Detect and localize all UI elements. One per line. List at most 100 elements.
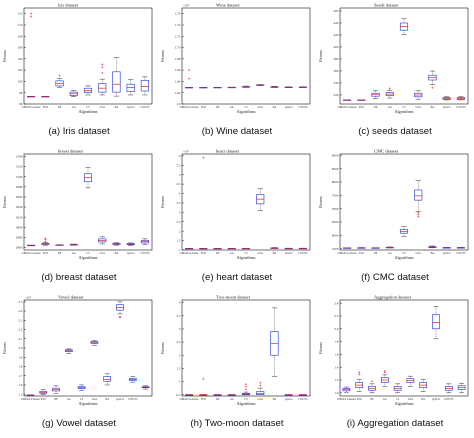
plot-frame [339, 299, 469, 397]
x-tick-label: CWOTS [298, 398, 308, 401]
plot-frame [339, 153, 469, 251]
box-9 [140, 238, 149, 245]
x-tick-label: BA [273, 398, 277, 401]
box-6 [256, 381, 265, 395]
box-1 [342, 386, 351, 394]
outlier-marker [188, 77, 191, 80]
outlier-marker [44, 240, 47, 243]
y-tick-label: 8500 [332, 167, 339, 171]
chart-panel-5: heart dataset ×10⁵ 1 1.5 2 2.5 3 3.5 4 4.5 5 5.5 6 Fi… [158, 146, 316, 292]
y-tick-label: 7000 [332, 207, 339, 211]
plot-frame [23, 153, 153, 251]
y-tick-label: 1.5 [176, 366, 181, 370]
outlier-marker [358, 371, 361, 374]
y-axis-label: Fitness [318, 196, 323, 208]
y-tick-label: 1 [179, 248, 181, 252]
box-4 [385, 87, 394, 99]
y-tick-label: 2.4 [18, 309, 23, 313]
box-4 [227, 394, 236, 396]
y-tick-label: 5.5 [176, 163, 181, 167]
y-axis-label: Fitness [318, 342, 323, 354]
y-tick-label: 380 [333, 57, 338, 61]
box-9 [298, 86, 307, 88]
y-tick-label: 1.8 [18, 365, 23, 369]
y-tick-label: 460 [333, 9, 338, 13]
y-tick-label: 3140 [16, 155, 23, 159]
x-axis-label: Algorithms [394, 255, 413, 260]
box-10 [141, 385, 150, 390]
box-3 [371, 247, 380, 249]
outlier-marker [358, 373, 361, 376]
x-tick-label: GBDAS k-means [180, 106, 199, 109]
y-tick-label: 2.5 [18, 300, 23, 304]
box-3 [55, 244, 64, 246]
x-tick-label: PSO [201, 252, 206, 255]
x-tick-label: DE [216, 252, 220, 255]
outlier-marker [44, 237, 47, 240]
box-4 [64, 348, 73, 354]
outlier-marker [244, 383, 248, 386]
chart-title: Two-moon dataset [216, 295, 251, 300]
x-tick-label: QALO [116, 398, 124, 401]
x-tick-label: QALO [443, 106, 451, 109]
panel-caption: (d) breast dataset [41, 272, 117, 283]
y-tick-label: 2980 [16, 235, 23, 239]
x-tick-label: GA [388, 106, 392, 109]
x-tick-label: PSO [43, 106, 48, 109]
outlier-marker [30, 15, 33, 18]
y-tick-label: 9000 [332, 153, 339, 157]
x-tick-label: GSA [416, 106, 421, 109]
box-9 [298, 247, 307, 250]
x-axis-label: Algorithms [394, 109, 413, 114]
box-3 [213, 87, 222, 89]
box-1 [27, 244, 36, 247]
x-tick-label: GBDAS k-means [180, 252, 199, 255]
chart-title: Aggregation dataset [374, 295, 412, 300]
x-tick-label: GSA [92, 398, 97, 401]
chart-title: heart dataset [216, 149, 240, 154]
y-tick-label: 1.5 [18, 392, 23, 396]
box-1 [26, 394, 35, 396]
box-2 [41, 237, 50, 246]
y-tick-label: 2960 [16, 246, 23, 250]
plot-frame [181, 153, 311, 251]
x-tick-label: CS [244, 252, 248, 255]
x-tick-label: BA [115, 106, 119, 109]
x-tick-label: DE [216, 106, 220, 109]
y-exponent-label: ×10⁵ [25, 296, 31, 300]
x-tick-label: GBDAS k-means [180, 398, 199, 401]
y-tick-label: 1.64 [175, 80, 181, 84]
box-2 [39, 389, 48, 395]
x-tick-label: DE [54, 398, 58, 401]
box-5 [399, 226, 409, 237]
box-5 [399, 18, 409, 35]
y-tick-label: 1.6 [18, 383, 23, 387]
box-6 [414, 180, 423, 218]
y-exponent-label: ×10⁴ [183, 4, 190, 8]
x-tick-label: GA [230, 398, 234, 401]
y-tick-label: 2 [179, 353, 181, 357]
box-3 [368, 380, 376, 394]
box-4 [69, 90, 78, 97]
y-tick-label: 6 [179, 154, 181, 158]
plot-frame [23, 299, 153, 397]
y-axis-label: Fitness [160, 50, 165, 62]
box-3 [213, 248, 222, 250]
chart-title: Vowel dataset [58, 295, 84, 300]
plot-frame [23, 7, 153, 105]
chart-panel-6: CMC dataset 5500 6000 6500 7000 7500 8000 8500 9… [316, 146, 474, 292]
panel-caption: (f) CMC dataset [361, 272, 429, 283]
y-tick-label: 1.76 [175, 12, 181, 16]
x-tick-label: GBDAS k-means [338, 106, 357, 109]
y-tick-label: 1.74 [175, 23, 181, 27]
x-tick-label: GA [388, 252, 392, 255]
box-1 [27, 12, 36, 98]
y-tick-label: 2.4 [334, 301, 339, 305]
y-tick-label: 1.6 [176, 102, 181, 106]
x-tick-label: BA [105, 398, 109, 401]
panel-caption: (b) Wine dataset [201, 126, 273, 137]
panel-caption: (c) seeds dataset [358, 126, 432, 137]
box-3 [371, 90, 380, 99]
box-2 [355, 371, 364, 392]
y-tick-label: 110 [18, 23, 23, 27]
